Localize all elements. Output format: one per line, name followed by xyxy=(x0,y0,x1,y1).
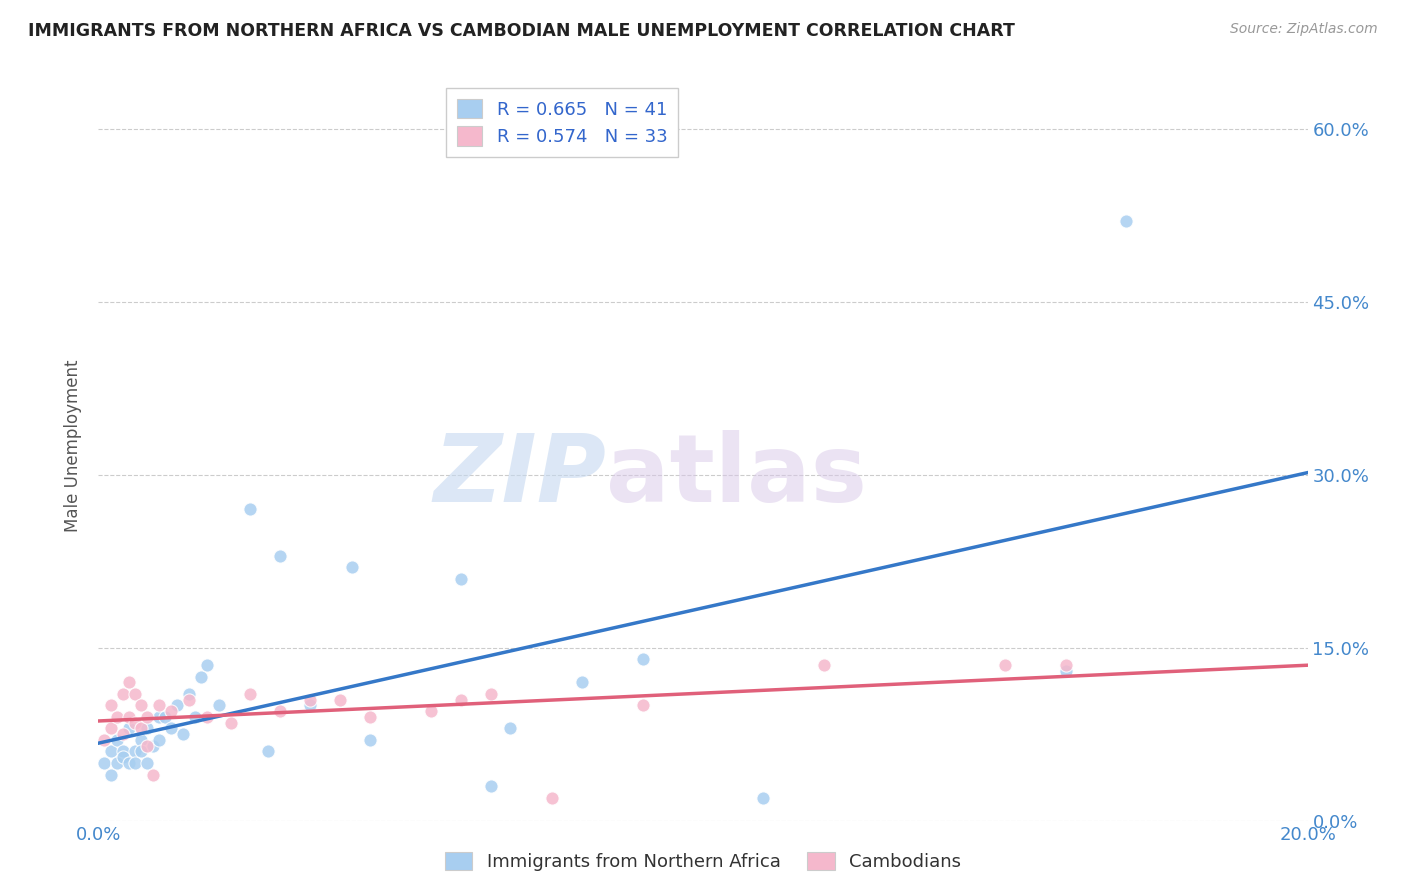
Point xyxy=(153,710,176,724)
Point xyxy=(631,698,654,713)
Point xyxy=(135,710,157,724)
Point xyxy=(124,744,146,758)
Point xyxy=(118,722,141,736)
Point xyxy=(239,502,262,516)
Point xyxy=(118,756,141,770)
Point xyxy=(111,687,134,701)
Text: Source: ZipAtlas.com: Source: ZipAtlas.com xyxy=(1230,22,1378,37)
Point xyxy=(195,658,218,673)
Point xyxy=(160,704,183,718)
Text: ZIP: ZIP xyxy=(433,430,606,522)
Point xyxy=(172,727,194,741)
Point xyxy=(571,675,593,690)
Point xyxy=(100,767,122,781)
Point xyxy=(105,756,128,770)
Point xyxy=(129,698,152,713)
Point xyxy=(118,675,141,690)
Point xyxy=(148,698,170,713)
Point xyxy=(208,698,231,713)
Point xyxy=(269,549,291,563)
Point xyxy=(100,698,122,713)
Text: atlas: atlas xyxy=(606,430,868,522)
Point xyxy=(450,572,472,586)
Point xyxy=(1054,664,1077,678)
Point xyxy=(631,652,654,666)
Point xyxy=(124,756,146,770)
Point xyxy=(111,727,134,741)
Legend: R = 0.665   N = 41, R = 0.574   N = 33: R = 0.665 N = 41, R = 0.574 N = 33 xyxy=(446,88,678,157)
Point xyxy=(93,756,115,770)
Point xyxy=(124,687,146,701)
Point xyxy=(111,744,134,758)
Point xyxy=(1115,214,1137,228)
Point xyxy=(135,739,157,753)
Point xyxy=(360,733,382,747)
Point xyxy=(269,704,291,718)
Point xyxy=(148,733,170,747)
Point xyxy=(299,692,322,706)
Point xyxy=(190,669,212,683)
Point xyxy=(994,658,1017,673)
Point xyxy=(179,692,201,706)
Point xyxy=(195,710,218,724)
Point xyxy=(299,698,322,713)
Point xyxy=(342,560,364,574)
Point xyxy=(148,710,170,724)
Point xyxy=(481,779,503,793)
Legend: Immigrants from Northern Africa, Cambodians: Immigrants from Northern Africa, Cambodi… xyxy=(437,845,969,879)
Point xyxy=(105,733,128,747)
Point xyxy=(129,722,152,736)
Point xyxy=(813,658,835,673)
Point xyxy=(329,692,352,706)
Point xyxy=(129,733,152,747)
Text: IMMIGRANTS FROM NORTHERN AFRICA VS CAMBODIAN MALE UNEMPLOYMENT CORRELATION CHART: IMMIGRANTS FROM NORTHERN AFRICA VS CAMBO… xyxy=(28,22,1015,40)
Point xyxy=(100,722,122,736)
Point xyxy=(142,739,165,753)
Point xyxy=(420,704,443,718)
Y-axis label: Male Unemployment: Male Unemployment xyxy=(65,359,83,533)
Point xyxy=(142,767,165,781)
Point xyxy=(498,722,520,736)
Point xyxy=(221,715,243,730)
Point xyxy=(752,790,775,805)
Point xyxy=(135,756,157,770)
Point xyxy=(540,790,562,805)
Point xyxy=(118,710,141,724)
Point xyxy=(179,687,201,701)
Point xyxy=(360,710,382,724)
Point xyxy=(1054,658,1077,673)
Point xyxy=(239,687,262,701)
Point xyxy=(129,744,152,758)
Point xyxy=(256,744,278,758)
Point xyxy=(93,733,115,747)
Point xyxy=(450,692,472,706)
Point xyxy=(481,687,503,701)
Point xyxy=(135,722,157,736)
Point xyxy=(124,715,146,730)
Point xyxy=(184,710,207,724)
Point xyxy=(111,750,134,764)
Point xyxy=(100,744,122,758)
Point xyxy=(105,710,128,724)
Point xyxy=(160,722,183,736)
Point xyxy=(166,698,188,713)
